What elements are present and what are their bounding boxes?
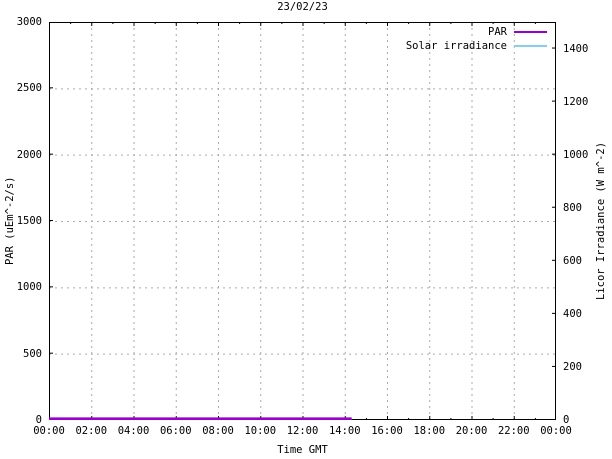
y2-tick-label: 1400 bbox=[563, 42, 589, 55]
x-tick-label: 12:00 bbox=[286, 425, 319, 437]
legend-label: Solar irradiance bbox=[405, 39, 507, 52]
y-tick-label: 2000 bbox=[16, 148, 42, 161]
y2-tick-label: 1000 bbox=[563, 148, 589, 161]
y-tick-label: 0 bbox=[35, 414, 42, 426]
legend-item: PAR bbox=[488, 25, 547, 39]
x-tick-label: 06:00 bbox=[159, 425, 192, 437]
y2-tick-label: 400 bbox=[563, 307, 582, 320]
legend: PAR Solar irradiance bbox=[406, 25, 547, 53]
y2-axis-label: Licor Irradiance (W m^-2) bbox=[594, 141, 607, 301]
x-tick-label: 00:00 bbox=[540, 425, 572, 437]
y2-tick-label: 1200 bbox=[563, 95, 589, 108]
y-tick-label: 500 bbox=[23, 347, 42, 360]
gridlines bbox=[49, 22, 556, 420]
y2-tick-label: 600 bbox=[563, 254, 582, 267]
y-tick-label: 1500 bbox=[16, 215, 42, 227]
legend-line-sample bbox=[514, 45, 547, 47]
y-tick-label: 2500 bbox=[16, 82, 42, 95]
chart-title: 23/02/23 bbox=[277, 1, 328, 13]
x-tick-label: 08:00 bbox=[202, 425, 234, 437]
x-tick-label: 10:00 bbox=[244, 425, 277, 437]
x-tick-label: 20:00 bbox=[455, 425, 488, 437]
y2-tick-label: 800 bbox=[563, 201, 582, 214]
x-tick-label: 00:00 bbox=[33, 425, 65, 437]
x-tick-label: 02:00 bbox=[75, 425, 108, 437]
plot-area bbox=[49, 22, 556, 420]
x-axis-label: Time GMT bbox=[277, 444, 328, 456]
x-tick-label: 22:00 bbox=[497, 425, 530, 437]
x-tick-label: 18:00 bbox=[413, 425, 446, 437]
y2-tick-label: 200 bbox=[563, 360, 582, 373]
y-tick-label: 1000 bbox=[16, 281, 42, 294]
legend-label: PAR bbox=[488, 25, 507, 38]
x-tick-label: 04:00 bbox=[117, 425, 150, 437]
x-tick-label: 16:00 bbox=[371, 425, 403, 437]
x-tick-label: 14:00 bbox=[328, 425, 361, 437]
legend-item: Solar irradiance bbox=[406, 39, 547, 53]
legend-line-sample bbox=[514, 30, 547, 34]
y2-tick-label: 0 bbox=[563, 414, 570, 426]
y-tick-label: 3000 bbox=[16, 16, 42, 28]
